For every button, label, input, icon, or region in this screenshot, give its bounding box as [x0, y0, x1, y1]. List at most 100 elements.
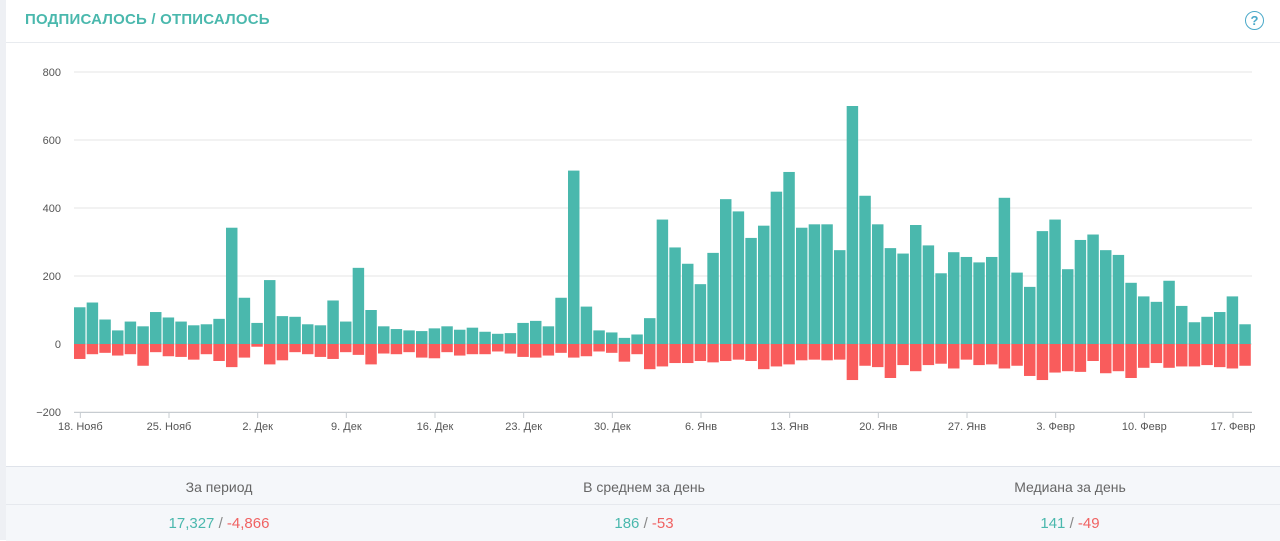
bar-subscribed [276, 316, 289, 344]
bar-unsubscribed [1049, 344, 1061, 373]
bar-subscribed [910, 225, 922, 344]
bar-unsubscribed [1150, 344, 1163, 364]
stat-average-negative: -53 [651, 515, 674, 532]
bar-subscribed [935, 273, 947, 344]
bar-unsubscribed [1011, 344, 1023, 366]
bar-unsubscribed [1062, 344, 1074, 372]
bar-unsubscribed [720, 344, 732, 361]
bar-subscribed [517, 322, 529, 344]
bar-subscribed [314, 325, 327, 344]
stat-median-negative: -49 [1077, 515, 1100, 532]
bar-subscribed [859, 195, 871, 344]
bar-unsubscribed [365, 344, 377, 365]
bar-unsubscribed [542, 344, 555, 356]
bar-subscribed [1188, 322, 1201, 344]
bar-unsubscribed [922, 344, 935, 366]
bar-unsubscribed [555, 344, 567, 353]
bar-unsubscribed [276, 344, 289, 361]
stat-period-positive: 17,327 [168, 515, 215, 532]
bar-unsubscribed [492, 344, 504, 352]
bar-subscribed [555, 297, 567, 344]
bar-unsubscribed [669, 344, 681, 364]
x-tick-label: 9. Дек [331, 421, 362, 433]
bar-unsubscribed [226, 344, 238, 368]
bar-subscribed [542, 326, 555, 344]
bar-subscribed [530, 320, 542, 344]
bar-unsubscribed [441, 344, 453, 353]
stat-value-period: 17,327 / -4,866 [69, 515, 369, 532]
bar-unsubscribed [758, 344, 770, 370]
bar-subscribed [783, 171, 795, 344]
bar-unsubscribed [428, 344, 441, 359]
bar-subscribed [796, 227, 808, 344]
bar-unsubscribed [618, 344, 631, 362]
bar-unsubscribed [935, 344, 947, 364]
bar-subscribed [1226, 296, 1239, 344]
bar-subscribed [1138, 296, 1150, 344]
bar-unsubscribed [745, 344, 757, 361]
stat-period-negative: -4,866 [226, 515, 270, 532]
bar-unsubscribed [644, 344, 656, 370]
bar-subscribed [884, 248, 897, 344]
bar-subscribed [492, 333, 504, 344]
bar-subscribed [504, 333, 517, 344]
bar-subscribed [302, 324, 314, 344]
x-tick-label: 6. Янв [685, 421, 717, 433]
bar-unsubscribed [416, 344, 428, 358]
bar-unsubscribed [1100, 344, 1112, 374]
stat-label-median: Медиана за день [1014, 479, 1126, 495]
stat-median-separator: / [1065, 515, 1078, 532]
bar-subscribed [340, 321, 352, 344]
bar-unsubscribed [998, 344, 1011, 369]
bar-subscribed [580, 306, 593, 344]
bar-unsubscribed [1176, 344, 1188, 367]
bar-subscribed [124, 321, 137, 344]
bar-unsubscribed [238, 344, 251, 358]
bar-unsubscribed [986, 344, 998, 365]
bar-unsubscribed [897, 344, 909, 366]
bar-subscribed [1150, 301, 1163, 344]
bar-unsubscribed [137, 344, 149, 366]
bar-subscribed [960, 256, 973, 344]
x-tick-label: 23. Дек [505, 421, 542, 433]
bar-subscribed [378, 326, 390, 344]
bar-subscribed [694, 284, 707, 344]
bar-unsubscribed [1125, 344, 1137, 378]
y-tick-label: 600 [43, 135, 61, 147]
bar-subscribed [770, 191, 783, 344]
bar-unsubscribed [289, 344, 301, 353]
bar-subscribed [441, 326, 453, 344]
bar-subscribed [618, 337, 631, 344]
bar-subscribed [922, 245, 935, 344]
bar-unsubscribed [872, 344, 884, 368]
subscriptions-bar-chart: 800 600 400 200 0 −200 18. Нояб 25. Нояб 2. Дек 9… [36, 67, 1255, 433]
question-circle-icon[interactable]: ? [1245, 11, 1264, 30]
stat-value-median: 141 / -49 [920, 515, 1220, 532]
bar-subscribed [897, 253, 909, 344]
bar-unsubscribed [264, 344, 276, 365]
bar-unsubscribed [707, 344, 719, 363]
bar-subscribed [745, 237, 757, 344]
bar-subscribed [162, 317, 175, 344]
bar-unsubscribed [1112, 344, 1125, 372]
bar-subscribed [1214, 312, 1226, 344]
card-header: ПОДПИСАЛОСЬ / ОТПИСАЛОСЬ ? [6, 0, 1280, 43]
bar-subscribed [289, 316, 301, 344]
bar-subscribed [1062, 269, 1074, 344]
bar-subscribed [732, 211, 745, 344]
bar-subscribed [1049, 219, 1061, 344]
stat-median-positive: 141 [1040, 515, 1066, 532]
bar-unsubscribed [960, 344, 973, 360]
bar-unsubscribed [568, 344, 580, 358]
bar-unsubscribed [884, 344, 897, 378]
bar-subscribed [112, 330, 124, 344]
left-edge [0, 0, 6, 540]
bar-subscribed [1176, 305, 1188, 344]
bar-subscribed [251, 322, 263, 344]
bar-unsubscribed [580, 344, 593, 357]
bar-subscribed [631, 334, 643, 344]
bar-subscribed [568, 170, 580, 344]
y-tick-label: 0 [55, 339, 61, 351]
bar-subscribed [390, 329, 403, 344]
bar-unsubscribed [834, 344, 846, 360]
